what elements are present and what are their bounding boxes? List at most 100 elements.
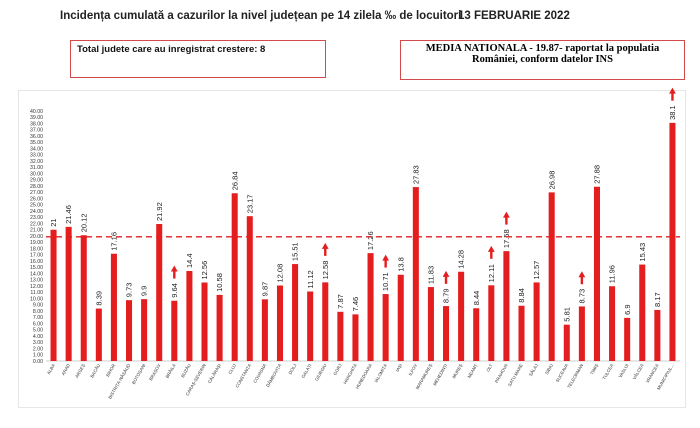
data-label: 11.83: [427, 266, 436, 284]
data-label: 11.96: [608, 265, 617, 283]
data-label: 7.87: [336, 294, 345, 309]
bar-22: [367, 253, 374, 361]
category-label: VRANCEA: [645, 363, 660, 384]
category-label: OLT: [485, 363, 494, 373]
category-label: TULCEA: [601, 363, 614, 381]
bar-20: [337, 311, 344, 361]
data-label: 38.1: [668, 105, 677, 120]
data-label: 27.83: [411, 165, 420, 184]
bar-8: [156, 224, 163, 361]
bar-4: [95, 308, 102, 361]
y-tick-label: 12.00: [30, 284, 43, 290]
bar-19: [322, 282, 329, 361]
data-label: 26.84: [230, 171, 239, 190]
y-tick-label: 5.00: [33, 328, 43, 334]
bar-5: [110, 253, 117, 361]
y-tick-label: 23.00: [30, 215, 43, 221]
bar-14: [246, 216, 253, 361]
y-tick-label: 19.00: [30, 240, 43, 246]
y-tick-label: 18.00: [30, 246, 43, 252]
data-label: 17.26: [366, 231, 375, 250]
category-label: DÂMBOVIȚA: [265, 363, 282, 388]
data-label: 8.79: [442, 288, 451, 303]
bar-17: [292, 264, 299, 361]
increase-arrow-icon: [503, 211, 510, 225]
bar-7: [141, 299, 148, 361]
category-label: MARAMUREȘ: [415, 363, 434, 390]
y-tick-label: 0.00: [33, 359, 43, 365]
bar-18: [307, 291, 314, 361]
data-label: 8.73: [577, 289, 586, 304]
data-label: 8.44: [472, 291, 481, 306]
data-label: 21: [49, 218, 58, 226]
y-tick-label: 15.00: [30, 265, 43, 271]
category-label: BRAȘOV: [148, 363, 162, 381]
national-average-line1: MEDIA NATIONALA - 19.87- raportat la pop…: [425, 43, 660, 54]
data-label: 8.17: [653, 292, 662, 307]
y-tick-label: 8.00: [33, 309, 43, 315]
category-label: CĂLĂRAȘI: [207, 363, 222, 384]
y-tick-label: 26.00: [30, 196, 43, 202]
data-label: 8.39: [94, 291, 103, 306]
data-label: 5.81: [562, 307, 571, 322]
category-label: MEHEDINȚI: [432, 363, 448, 386]
y-tick-label: 7.00: [33, 315, 43, 321]
data-label: 9.64: [170, 283, 179, 298]
category-label: NEAMȚ: [467, 363, 479, 379]
bar-9: [171, 300, 178, 361]
increase-arrow-icon: [321, 242, 329, 256]
category-label: TELEORMAN: [566, 363, 584, 389]
y-tick-label: 13.00: [30, 278, 43, 284]
y-tick-label: 20.00: [30, 234, 43, 240]
increase-arrow-icon: [578, 271, 586, 285]
category-label: GALAȚI: [300, 363, 312, 379]
category-label: BRĂILA: [165, 363, 177, 379]
bar-29: [473, 308, 480, 361]
category-label: ARGEȘ: [74, 363, 86, 379]
y-tick-label: 25.00: [30, 203, 43, 209]
category-label: CONSTANȚA: [234, 363, 252, 389]
y-tick-label: 39.00: [30, 115, 43, 121]
bar-28: [458, 271, 465, 361]
bar-6: [126, 300, 133, 361]
y-tick-label: 16.00: [30, 259, 43, 265]
category-label: HARGHITA: [342, 363, 358, 385]
chart-date: 13 FEBRUARIE 2022: [458, 10, 570, 22]
y-tick-label: 24.00: [30, 209, 43, 215]
category-label: GIURGIU: [314, 363, 328, 382]
increase-count-box: Total judete care au inregistrat crester…: [70, 40, 326, 78]
bar-32: [518, 305, 525, 361]
y-tick-label: 35.00: [30, 140, 43, 146]
category-label: MUREȘ: [451, 363, 463, 379]
increase-arrow-icon: [170, 265, 178, 279]
bar-11: [201, 282, 208, 361]
data-label: 9.87: [260, 282, 269, 297]
category-label: BACĂU: [89, 363, 101, 379]
data-label: 15.51: [291, 242, 300, 261]
category-label: HUNEDOARA: [355, 363, 373, 390]
data-label: 12.08: [276, 264, 285, 283]
increase-arrow-icon: [442, 270, 450, 284]
bar-2: [65, 226, 72, 361]
y-tick-label: 10.00: [30, 296, 43, 302]
bar-27: [443, 306, 450, 361]
data-label: 8.84: [517, 288, 526, 303]
y-tick-label: 17.00: [30, 253, 43, 259]
increase-arrow-icon: [487, 245, 495, 259]
bar-31: [503, 251, 510, 361]
y-tick-label: 30.00: [30, 171, 43, 177]
y-tick-label: 21.00: [30, 228, 43, 234]
bar-37: [593, 186, 600, 361]
category-label: DOLJ: [287, 363, 297, 375]
category-label: MUNICIPIUL...: [656, 363, 675, 391]
bar-1: [50, 229, 57, 361]
data-label: 12.57: [532, 261, 541, 280]
bar-26: [427, 287, 434, 361]
data-label: 9.9: [140, 286, 149, 296]
category-label: COVASNA: [252, 363, 267, 384]
y-tick-label: 3.00: [33, 340, 43, 346]
bar-16: [276, 285, 283, 361]
y-tick-label: 28.00: [30, 184, 43, 190]
data-label: 12.11: [487, 264, 496, 282]
bar-39: [624, 317, 631, 361]
